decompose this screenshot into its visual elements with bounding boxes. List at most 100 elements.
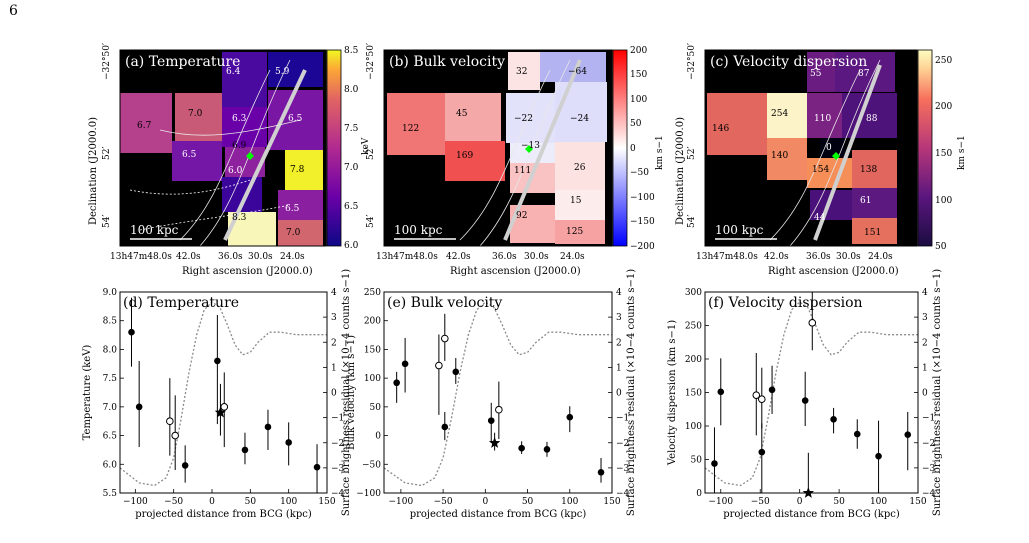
y-tick-label: 150 (364, 345, 381, 355)
y2-tick-label: −2 (922, 439, 935, 449)
svg-text:36.0s: 36.0s (806, 252, 831, 262)
data-point (313, 463, 321, 471)
svg-text:54′: 54′ (366, 215, 376, 229)
map-c-labels: (c) Velocity dispersion 100 kpc 55 87 14… (704, 49, 918, 247)
data-point (441, 423, 449, 431)
x-tick-label: 50 (833, 497, 845, 507)
svg-text:Right ascension (J2000.0): Right ascension (J2000.0) (768, 266, 899, 277)
svg-text:30.0s: 30.0s (248, 252, 273, 262)
y2-tick-label: −4 (331, 489, 345, 499)
surface-brightness-curve (119, 301, 327, 487)
map-b-scale: 100 kpc (394, 223, 443, 237)
svg-text:24.0s: 24.0s (560, 252, 585, 262)
map-c-cell: 140 (771, 151, 788, 161)
svg-text:Right ascension (J2000.0): Right ascension (J2000.0) (450, 266, 581, 277)
y2-tick-label: 2 (331, 338, 337, 348)
data-point-open (758, 395, 766, 404)
chart-2: −100 −50 0 50 100 150 −100 −50 0 50 100 150 200 250 −4… (346, 269, 637, 520)
map-panel-temperature (120, 50, 326, 247)
map-c-axes: −32°50′ 52′ 54′ 13h47m48.0s 42.0s 36.0s … (675, 43, 899, 277)
x-tick-label: 0 (482, 497, 488, 507)
map-a-cell: 6.5 (285, 204, 300, 214)
y2-tick-label: −3 (616, 464, 630, 474)
map-c-cell: 55 (810, 69, 822, 79)
svg-text:36.0s: 36.0s (492, 252, 517, 262)
profile-charts: −100 −50 0 50 100 1505.56.06.57.07.58.08.59.0… (82, 269, 943, 520)
y2-tick-label: −3 (922, 464, 936, 474)
x-tick-label: 100 (280, 497, 297, 507)
chart-title: (f) Velocity dispersion (708, 295, 863, 311)
svg-text:−100: −100 (630, 193, 655, 203)
x-tick-label: −50 (164, 497, 183, 507)
y2-tick-label: −4 (922, 489, 936, 499)
y-tick-label: 150 (685, 389, 702, 399)
y-tick-label: 100 (685, 422, 702, 432)
y2-tick-label: 1 (616, 363, 622, 373)
y-tick-label: 8.0 (103, 345, 118, 355)
plot-frame (119, 291, 328, 494)
svg-text:−150: −150 (630, 217, 655, 227)
svg-text:200: 200 (630, 46, 647, 56)
data-point-open (166, 417, 174, 426)
y-tick-label: 250 (685, 322, 702, 332)
y2-tick-label: −2 (616, 439, 629, 449)
x-axis-label: projected distance from BCG (kpc) (410, 509, 587, 520)
map-b-cell: 15 (570, 196, 582, 206)
svg-text:7.0: 7.0 (344, 163, 359, 173)
map-panel-velocity-dispersion (705, 50, 917, 247)
x-tick-label: −100 (389, 497, 414, 507)
map-c-title: (c) Velocity dispersion (710, 54, 867, 70)
x-tick-label: 0 (209, 497, 215, 507)
surface-brightness-curve (704, 301, 918, 487)
map-b-cell: 169 (456, 151, 473, 161)
y-tick-label: 50 (691, 456, 703, 466)
data-point-star (488, 437, 501, 448)
map-c-cell: 146 (712, 124, 729, 134)
x-tick-label: 100 (870, 497, 887, 507)
map-c-cell: 254 (771, 109, 788, 119)
map-c-cell: 44 (814, 213, 826, 223)
map-c-scale: 100 kpc (715, 223, 764, 237)
data-point (758, 448, 766, 456)
svg-text:36.0s: 36.0s (218, 252, 243, 262)
map-b-title: (b) Bulk velocity (389, 54, 505, 70)
map-a-axes: −32°50′ 52′ 54′ 13h47m48.0s 42.0s 36.0s … (88, 43, 313, 277)
data-point-open (171, 431, 179, 440)
y2-tick-label: −1 (616, 414, 629, 424)
data-point (241, 446, 249, 454)
svg-text:6.0: 6.0 (344, 241, 359, 251)
map-a-scale: 100 kpc (130, 223, 179, 237)
data-point (135, 403, 143, 411)
y2-tick-label: 3 (922, 313, 928, 323)
map-a-title: (a) Temperature (125, 54, 240, 70)
y-tick-label: 0 (375, 432, 381, 442)
svg-text:km s−1: km s−1 (957, 135, 967, 170)
svg-text:7.5: 7.5 (344, 124, 359, 134)
data-point (401, 360, 409, 368)
svg-text:6.5: 6.5 (344, 202, 359, 212)
surface-brightness-curve (383, 301, 612, 487)
map-a-cell: 6.9 (232, 141, 247, 151)
y-tick-label: 6.0 (103, 460, 118, 470)
x-tick-label: 100 (561, 497, 578, 507)
map-c-cell: 138 (860, 165, 877, 175)
map-a-cell: 6.5 (182, 150, 197, 160)
map-a-labels: (a) Temperature 100 kpc 6.4 5.9 6.7 7.0 … (119, 49, 327, 247)
svg-text:−32°50′: −32°50′ (102, 43, 112, 80)
y-axis-label: Bulk velocity (km s−1) (346, 335, 357, 450)
data-point-open (752, 391, 761, 399)
y2-tick-label: −2 (331, 439, 344, 449)
svg-text:42.0s: 42.0s (764, 252, 789, 262)
data-point (214, 357, 221, 365)
svg-text:13h47m48.0s: 13h47m48.0s (110, 252, 172, 262)
svg-text:0: 0 (630, 144, 636, 154)
svg-text:42.0s: 42.0s (446, 252, 471, 262)
data-point (518, 444, 525, 452)
y2-tick-label: 4 (922, 288, 928, 298)
map-b-cell: −64 (568, 67, 587, 77)
y2-axis-label: Surface brightness residual (×10−4 count… (341, 269, 352, 516)
data-point (128, 328, 135, 336)
map-b-cell: 45 (456, 109, 468, 119)
svg-text:52′: 52′ (102, 147, 112, 161)
